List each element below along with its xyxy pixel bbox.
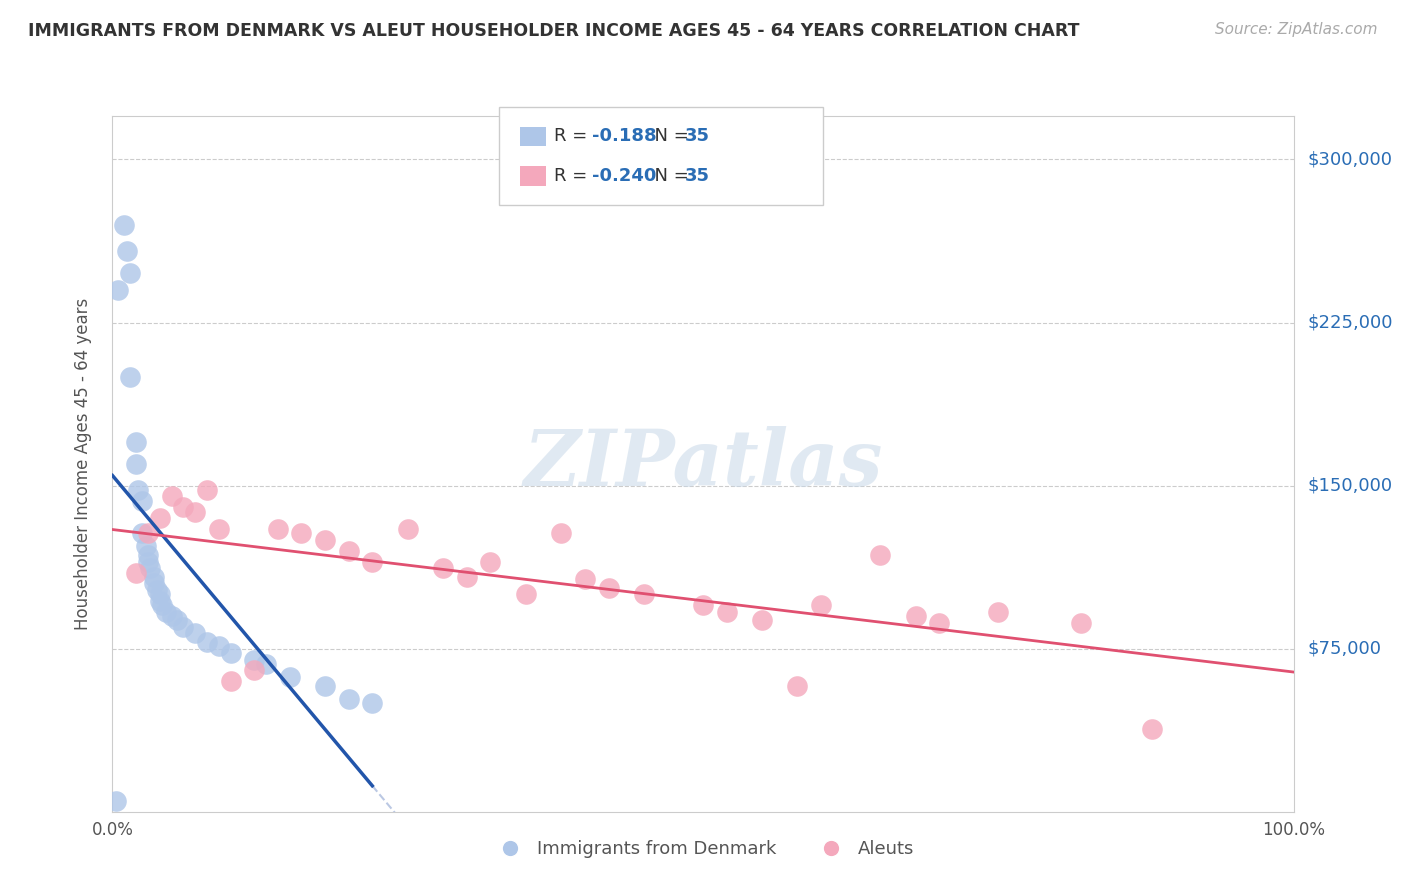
Point [195,635,218,649]
Point [146,582,169,597]
Point [869,548,891,562]
Point [195,483,218,497]
Point [131,526,153,541]
Point [314,533,336,547]
Text: 35: 35 [685,128,710,145]
Point [361,696,384,710]
Point [550,526,572,541]
Point [125,435,148,450]
Text: N =: N = [643,128,695,145]
Point [598,581,620,595]
Point [184,505,207,519]
Point [278,670,301,684]
Text: $300,000: $300,000 [1308,151,1392,169]
Point [107,283,129,297]
Point [751,614,773,628]
Point [142,570,165,584]
Point [692,598,714,612]
Point [105,794,128,808]
Text: $225,000: $225,000 [1308,313,1393,332]
Text: R =: R = [554,128,593,145]
Point [135,540,157,554]
Text: R =: R = [554,167,593,185]
Point [337,544,360,558]
Text: $150,000: $150,000 [1308,476,1392,494]
Point [160,490,183,504]
Point [456,570,478,584]
Point [1140,722,1163,736]
Point [243,664,266,678]
Point [337,691,360,706]
Point [172,620,194,634]
Point [432,561,454,575]
Point [396,522,419,536]
Text: IMMIGRANTS FROM DENMARK VS ALEUT HOUSEHOLDER INCOME AGES 45 - 64 YEARS CORRELATI: IMMIGRANTS FROM DENMARK VS ALEUT HOUSEHO… [28,22,1080,40]
Point [112,218,135,232]
Point [155,605,177,619]
Point [160,609,183,624]
Point [142,576,165,591]
Point [127,483,149,497]
Point [716,605,738,619]
Point [361,555,384,569]
Text: -0.188: -0.188 [592,128,657,145]
Text: 35: 35 [685,167,710,185]
Point [574,572,596,586]
Point [219,646,242,660]
Y-axis label: Householder Income Ages 45 - 64 years: Householder Income Ages 45 - 64 years [73,298,91,630]
Point [136,526,159,541]
Point [786,679,808,693]
Point [125,457,148,471]
Point [184,626,207,640]
Text: $75,000: $75,000 [1308,640,1382,657]
Point [136,555,159,569]
Text: Source: ZipAtlas.com: Source: ZipAtlas.com [1215,22,1378,37]
Point [219,674,242,689]
Point [150,598,173,612]
Text: -0.240: -0.240 [592,167,657,185]
Point [810,598,832,612]
Point [166,614,188,628]
Point [904,609,927,624]
Point [987,605,1010,619]
Point [115,244,138,258]
Point [149,587,172,601]
Point [928,615,950,630]
Point [254,657,277,671]
Point [267,522,290,536]
Point [125,566,148,580]
Point [243,652,266,666]
Point [1070,615,1092,630]
Point [290,526,312,541]
Text: ZIPatlas: ZIPatlas [523,425,883,502]
Point [479,555,502,569]
Text: N =: N = [643,167,695,185]
Point [208,640,231,654]
Legend: Immigrants from Denmark, Aleuts: Immigrants from Denmark, Aleuts [485,833,921,865]
Point [208,522,231,536]
Point [515,587,537,601]
Point [136,548,159,562]
Point [149,511,172,525]
Point [172,500,194,515]
Point [633,587,655,601]
Point [120,369,142,384]
Point [139,561,162,575]
Point [131,493,153,508]
Point [120,266,142,280]
Point [149,594,172,608]
Point [314,679,336,693]
